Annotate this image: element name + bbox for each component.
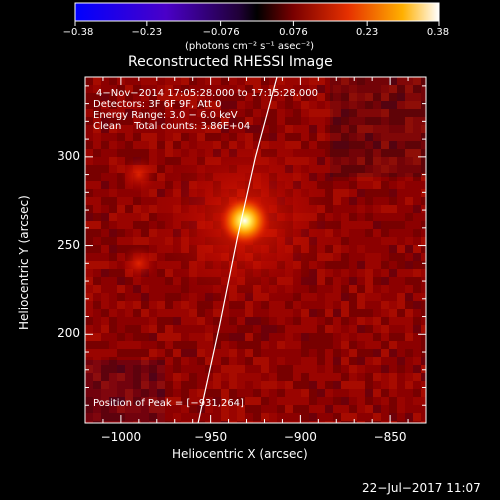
- source-layer: [120, 125, 340, 316]
- footer-timestamp: 22−Jul−2017 11:07: [362, 481, 481, 495]
- colorbar-tick-label: −0.38: [62, 27, 94, 38]
- colorbar-units: (photons cm⁻² s⁻¹ asec⁻²): [185, 41, 315, 52]
- energy-range-line: Energy Range: 3.0 − 6.0 keV: [93, 110, 238, 121]
- secondary-source: [120, 156, 157, 193]
- colorbar-tick-label: 0.076: [279, 27, 308, 38]
- colorbar: [74, 2, 440, 22]
- y-tick-label: 250: [57, 237, 80, 252]
- colorbar-tick-label: −0.076: [202, 27, 240, 38]
- axis-ticks: [85, 77, 427, 423]
- detectors-line: Detectors: 3F 6F 9F, Att 0: [93, 99, 222, 110]
- colorbar-ticks: [74, 21, 440, 26]
- observation-time: 4−Nov−2014 17:05:28.000 to 17:15:28.000: [96, 88, 319, 99]
- peak-source: [218, 194, 271, 247]
- colorbar-tick-label: 0.38: [426, 27, 450, 38]
- secondary-source: [120, 245, 157, 282]
- x-tick-label: −850: [373, 430, 407, 444]
- x-tick-label: −950: [194, 430, 228, 444]
- y-tick-label: 200: [57, 326, 80, 341]
- image-area: [85, 77, 426, 423]
- colorbar-tick-label: 0.23: [356, 27, 379, 38]
- clean-counts-line: Clean Total counts: 3.86E+04: [93, 121, 251, 132]
- plot-frame: [84, 76, 427, 424]
- y-axis-label: Heliocentric Y (arcsec): [17, 195, 31, 330]
- y-tick-label: 300: [57, 148, 80, 163]
- x-tick-label: −900: [283, 430, 317, 444]
- colorbar-tick-label: −0.23: [131, 27, 163, 38]
- solar-limb-line: [197, 77, 278, 423]
- peak-position-label: Position of Peak = [−931,264]: [93, 398, 244, 409]
- x-axis-label: Heliocentric X (arcsec): [172, 447, 308, 461]
- chart-title: Reconstructed RHESSI Image: [128, 54, 333, 70]
- x-tick-label: −1000: [100, 430, 142, 444]
